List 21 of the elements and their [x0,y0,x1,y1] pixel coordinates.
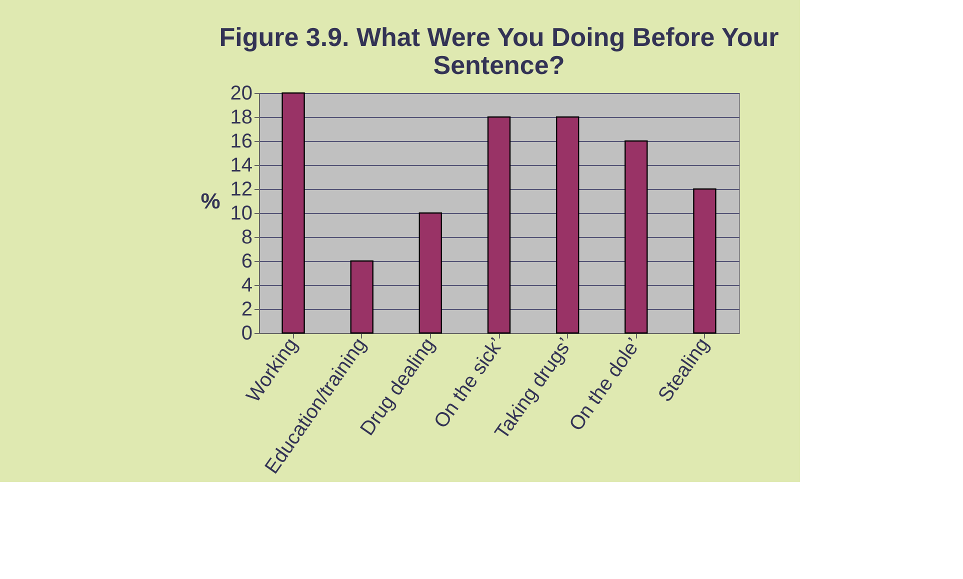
y-tick-label: 6 [241,250,252,272]
bar [282,92,305,334]
y-axis-title: % [200,188,220,214]
y-tick-label: 4 [241,274,252,296]
bar [624,140,648,334]
bar [418,212,442,334]
bar [487,116,511,334]
y-tick-label: 10 [230,202,252,224]
text: Figure 3.9. What Were You Doing Before Your [219,22,779,52]
bar [350,260,374,334]
y-tick-label: 2 [241,298,252,320]
y-tick-label: 20 [230,82,252,104]
bar [556,116,580,334]
y-tick-label: 16 [230,130,252,152]
y-tick-label: 8 [241,226,252,248]
y-tick-label: 0 [241,322,252,344]
text: Sentence? [433,50,565,80]
bar [693,188,716,334]
y-tick-label: 18 [230,106,252,128]
y-tick-label: 14 [230,154,252,176]
y-tick-label: 12 [230,178,252,200]
